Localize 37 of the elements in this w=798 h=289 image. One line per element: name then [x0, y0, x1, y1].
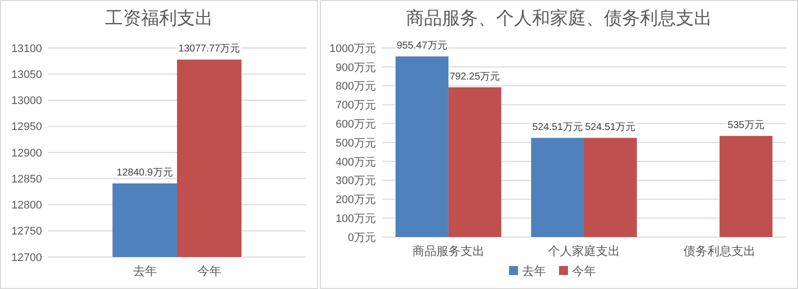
- y-tick-label: 13000: [11, 95, 42, 108]
- data-label: 792.25万元: [450, 71, 500, 82]
- y-tick-label: 400万元: [336, 156, 376, 168]
- y-tick-label: 13100: [11, 42, 42, 55]
- data-label: 955.47万元: [396, 40, 448, 52]
- y-tick-label: 300万元: [336, 175, 376, 188]
- data-label: 13077.77万元: [178, 44, 240, 55]
- bar: [448, 87, 502, 237]
- x-tick-label: 债务利息支出: [684, 244, 756, 258]
- y-tick-label: 700万元: [336, 100, 376, 112]
- y-tick-label: 13050: [11, 68, 42, 81]
- y-tick-label: 900万元: [336, 62, 376, 74]
- y-tick-label: 1000万元: [330, 42, 376, 55]
- y-tick-label: 600万元: [336, 118, 376, 130]
- data-label: 524.51万元: [585, 122, 636, 133]
- y-tick-label: 800万元: [336, 80, 376, 93]
- bar: [584, 138, 637, 237]
- x-tick-label: 商品服务支出: [412, 244, 484, 258]
- data-label: 535万元: [728, 120, 764, 131]
- bar: [531, 138, 584, 237]
- y-tick-label: 12950: [11, 121, 42, 134]
- y-tick-label: 12700: [11, 252, 42, 264]
- y-tick-label: 12900: [11, 147, 42, 160]
- data-label: 12840.9万元: [116, 167, 173, 178]
- y-tick-label: 200万元: [336, 194, 376, 206]
- chart-title: 商品服务、个人和家庭、债务利息支出: [406, 8, 712, 28]
- y-tick-label: 12800: [11, 200, 42, 212]
- bar: [396, 56, 448, 237]
- x-tick-label: 个人家庭支出: [548, 244, 620, 258]
- y-tick-label: 100万元: [336, 212, 376, 225]
- chart-title: 工资福利支出: [105, 8, 213, 28]
- y-tick-label: 12750: [11, 226, 42, 238]
- y-tick-label: 0万元: [348, 232, 376, 244]
- bar: [720, 136, 772, 237]
- y-tick-label: 500万元: [336, 137, 376, 150]
- y-tick-label: 12850: [11, 173, 42, 186]
- data-label: 524.51万元: [532, 122, 583, 133]
